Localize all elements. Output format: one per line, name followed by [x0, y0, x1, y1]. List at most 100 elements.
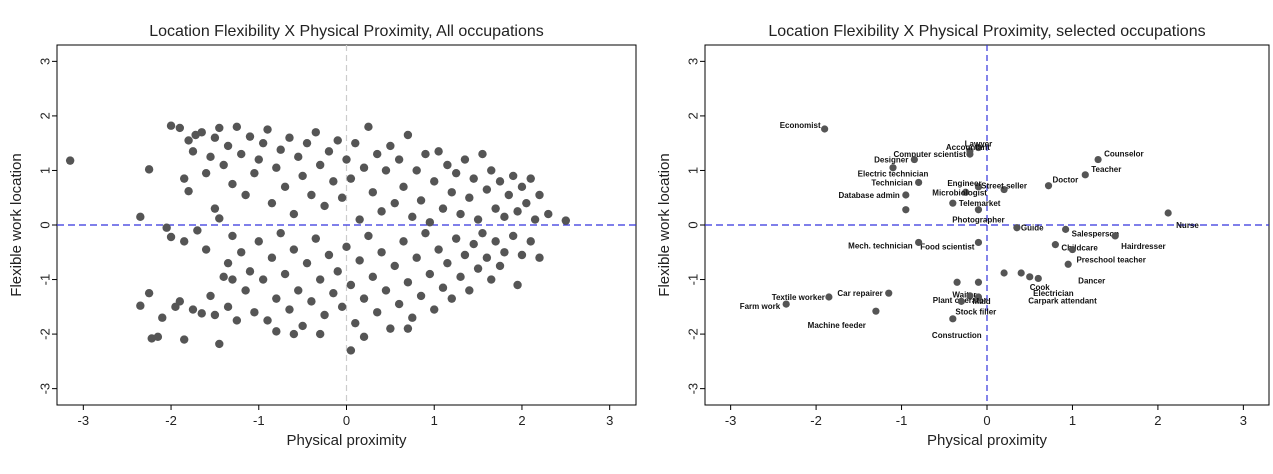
- y-axis-label: Flexible work location: [656, 153, 673, 296]
- point-label: Technician: [871, 178, 912, 187]
- data-point: [175, 123, 185, 133]
- data-point: [223, 302, 233, 312]
- data-point: [276, 145, 285, 154]
- point-label: Economist: [780, 121, 821, 130]
- data-point: [456, 272, 465, 282]
- data-point: [513, 207, 522, 216]
- data-point: [228, 179, 237, 189]
- data-point: [1068, 245, 1077, 254]
- data-point: [1062, 225, 1070, 233]
- y-tick-label: -1: [38, 274, 53, 286]
- data-point: [307, 190, 316, 200]
- point-label: Counselor: [1104, 150, 1144, 159]
- data-point: [355, 215, 364, 224]
- data-point: [206, 152, 215, 162]
- point-label: Carpark attendant: [1028, 296, 1097, 305]
- data-point: [206, 291, 215, 301]
- data-point: [535, 190, 544, 200]
- data-point: [210, 133, 220, 142]
- data-point: [1051, 241, 1059, 249]
- data-point: [219, 272, 228, 282]
- x-tick-label: 3: [606, 413, 613, 428]
- data-point: [215, 214, 224, 223]
- data-point: [403, 130, 413, 140]
- data-point: [390, 261, 399, 271]
- data-point: [298, 321, 307, 331]
- data-point: [535, 253, 544, 262]
- data-point: [144, 288, 154, 298]
- data-point: [346, 346, 356, 355]
- point-label: Doctor: [1053, 176, 1079, 185]
- data-point: [443, 160, 452, 170]
- data-point: [355, 256, 364, 265]
- data-point: [324, 147, 334, 156]
- x-axis-label: Physical proximity: [286, 432, 407, 449]
- data-point: [324, 250, 334, 260]
- data-point: [487, 275, 496, 284]
- y-tick-label: 0: [38, 221, 53, 228]
- x-tick-label: 1: [1069, 413, 1076, 428]
- data-point: [254, 155, 263, 164]
- data-point: [465, 193, 474, 202]
- data-point: [280, 269, 290, 279]
- data-point: [166, 121, 176, 130]
- data-point: [473, 264, 483, 273]
- data-point: [889, 164, 897, 172]
- data-point: [399, 182, 408, 192]
- data-point: [460, 250, 470, 260]
- point-label: Salesperson: [1072, 229, 1120, 238]
- data-point: [272, 294, 281, 303]
- point-label: Electrician: [1033, 289, 1074, 298]
- data-point: [153, 332, 163, 342]
- data-point: [957, 297, 965, 305]
- data-point: [1164, 209, 1172, 217]
- data-point: [311, 234, 320, 243]
- y-tick-label: -2: [38, 328, 53, 340]
- data-point: [966, 150, 974, 158]
- data-point: [522, 198, 531, 208]
- data-point: [408, 313, 417, 322]
- data-point: [416, 196, 426, 205]
- data-point: [285, 305, 294, 314]
- x-tick-label: -1: [896, 413, 908, 428]
- data-point: [544, 209, 553, 219]
- data-point: [974, 278, 983, 286]
- data-point: [315, 329, 325, 339]
- point-label: Guide: [1021, 224, 1044, 233]
- data-point: [254, 237, 263, 246]
- data-point: [136, 301, 145, 310]
- data-point: [500, 248, 509, 257]
- data-point: [1013, 224, 1021, 232]
- data-point: [974, 206, 983, 214]
- y-tick-label: 0: [686, 221, 701, 228]
- chart-title: Location Flexibility X Physical Proximit…: [149, 23, 544, 40]
- data-point: [241, 190, 250, 200]
- data-point: [166, 232, 176, 242]
- data-point: [333, 136, 342, 145]
- data-point: [530, 215, 540, 224]
- data-point: [368, 272, 378, 282]
- point-label: Textile worker: [772, 293, 825, 302]
- data-point: [1094, 155, 1102, 164]
- data-point: [416, 291, 426, 301]
- data-point: [504, 190, 513, 200]
- data-point: [447, 294, 456, 303]
- data-point: [276, 228, 285, 238]
- data-point: [180, 174, 189, 183]
- data-point: [1034, 274, 1042, 283]
- data-point: [250, 308, 259, 317]
- point-label: Nurse: [1176, 221, 1199, 230]
- data-point: [144, 165, 154, 174]
- point-label: Car repairer: [837, 289, 882, 298]
- data-point: [478, 228, 487, 238]
- data-point: [201, 168, 211, 178]
- data-point: [399, 237, 408, 246]
- y-tick-label: 3: [686, 58, 701, 65]
- data-point: [180, 237, 189, 246]
- data-point: [962, 188, 970, 196]
- data-point: [974, 183, 983, 191]
- data-point: [373, 308, 382, 317]
- point-label: Engineer: [947, 179, 981, 188]
- data-point: [228, 275, 237, 284]
- data-point: [289, 245, 299, 254]
